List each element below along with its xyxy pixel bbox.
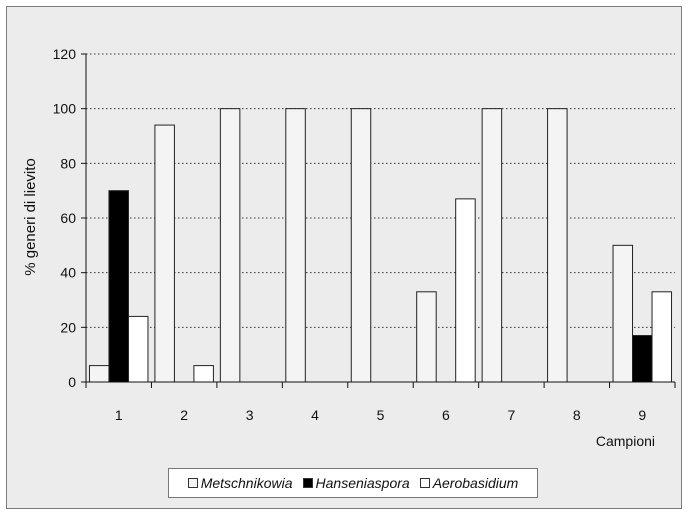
x-tick-label: 7 bbox=[507, 407, 515, 423]
legend-label: Aerobasidium bbox=[432, 475, 519, 491]
x-tick-label: 4 bbox=[311, 407, 319, 423]
bars bbox=[88, 108, 673, 383]
legend-swatch-hanseniaspora bbox=[302, 478, 313, 488]
y-tick-label: 80 bbox=[60, 155, 76, 171]
bar-metschnikowia-1 bbox=[88, 365, 110, 383]
x-axis-title: Campioni bbox=[596, 433, 655, 449]
y-tick-label: 40 bbox=[60, 265, 76, 281]
bar-metschnikowia-3 bbox=[219, 108, 241, 383]
legend-label: Hanseniaspora bbox=[315, 475, 410, 491]
bar-metschnikowia-7 bbox=[481, 108, 503, 383]
legend-item-aerobasidium: Aerobasidium bbox=[419, 475, 519, 491]
bar-metschnikowia-6 bbox=[416, 291, 437, 383]
tick-labels: 0 20 40 60 80 100 120 1 2 3 4 5 6 7 8 9 bbox=[53, 46, 647, 423]
x-tick-label: 5 bbox=[377, 407, 385, 423]
legend-item-hanseniaspora: Hanseniaspora bbox=[302, 475, 410, 491]
bar-metschnikowia-4 bbox=[285, 108, 306, 383]
bar-hanseniaspora-1 bbox=[108, 190, 129, 383]
bar-metschnikowia-8 bbox=[547, 108, 568, 383]
bar-metschnikowia-9 bbox=[612, 244, 634, 383]
bar-aerobasidium-9 bbox=[651, 291, 673, 383]
legend-swatch-aerobasidium bbox=[419, 478, 430, 488]
bar-aerobasidium-2 bbox=[193, 365, 214, 383]
x-tick-label: 9 bbox=[638, 407, 646, 423]
y-tick-label: 20 bbox=[60, 319, 76, 335]
bar-aerobasidium-1 bbox=[127, 315, 149, 383]
x-tick-label: 6 bbox=[442, 407, 450, 423]
y-tick-label: 120 bbox=[53, 46, 77, 62]
legend-label: Metschnikowia bbox=[200, 475, 293, 491]
x-tick-label: 8 bbox=[573, 407, 581, 423]
y-tick-label: 100 bbox=[53, 101, 77, 117]
legend: Metschnikowia Hanseniaspora Aerobasidium bbox=[168, 468, 538, 498]
axes bbox=[81, 53, 676, 388]
legend-swatch-metschnikowia bbox=[187, 478, 198, 488]
x-tick-label: 2 bbox=[180, 407, 188, 423]
x-tick-label: 3 bbox=[246, 407, 254, 423]
bar-aerobasidium-6 bbox=[455, 198, 476, 383]
y-axis-title: % generi di lievito bbox=[22, 158, 39, 276]
bar-hanseniaspora-9 bbox=[632, 335, 653, 383]
x-tick-label: 1 bbox=[115, 407, 123, 423]
bar-metschnikowia-2 bbox=[154, 124, 175, 383]
legend-item-metschnikowia: Metschnikowia bbox=[187, 475, 293, 491]
bar-metschnikowia-5 bbox=[350, 108, 372, 383]
y-tick-label: 60 bbox=[60, 210, 76, 226]
y-tick-label: 0 bbox=[68, 374, 76, 390]
